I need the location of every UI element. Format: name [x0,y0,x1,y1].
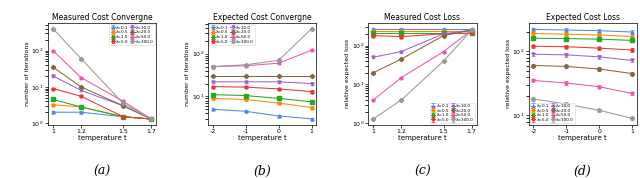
Legend: λ=0.1, λ=0.5, λ=1.0, λ=5.0, λ=10.0, λ=20.0, λ=50.0, λ=300.0: λ=0.1, λ=0.5, λ=1.0, λ=5.0, λ=10.0, λ=20… [209,24,255,45]
Title: Measured Cost Convergne: Measured Cost Convergne [52,13,152,22]
Text: (a): (a) [93,165,111,178]
Legend: λ=0.1, λ=0.5, λ=1.0, λ=5.0, λ=10.0, λ=20.0, λ=50.0, λ=300.0: λ=0.1, λ=0.5, λ=1.0, λ=5.0, λ=10.0, λ=20… [530,103,575,123]
Y-axis label: number of iterations: number of iterations [185,41,190,106]
X-axis label: temperature t: temperature t [398,135,447,141]
Y-axis label: number of iterations: number of iterations [25,41,30,106]
X-axis label: temperature t: temperature t [238,135,287,141]
Title: Measured Cost Loss: Measured Cost Loss [385,13,461,22]
Y-axis label: relative expected loss: relative expected loss [346,39,350,109]
Title: Expected Cost Convergne: Expected Cost Convergne [213,13,312,22]
Text: (c): (c) [414,165,431,178]
Y-axis label: relative expected loss: relative expected loss [506,39,511,109]
Text: (d): (d) [574,165,591,178]
Text: (b): (b) [253,165,271,178]
Legend: λ=0.1, λ=0.5, λ=1.0, λ=5.0, λ=10.0, λ=20.0, λ=50.0, λ=300.0: λ=0.1, λ=0.5, λ=1.0, λ=5.0, λ=10.0, λ=20… [109,24,155,45]
Legend: λ=0.1, λ=0.5, λ=1.0, λ=5.0, λ=10.0, λ=20.0, λ=50.0, λ=300.0: λ=0.1, λ=0.5, λ=1.0, λ=5.0, λ=10.0, λ=20… [429,103,476,123]
X-axis label: temperature t: temperature t [558,135,607,141]
Title: Expected Cost Loss: Expected Cost Loss [546,13,620,22]
X-axis label: temperature t: temperature t [77,135,127,141]
